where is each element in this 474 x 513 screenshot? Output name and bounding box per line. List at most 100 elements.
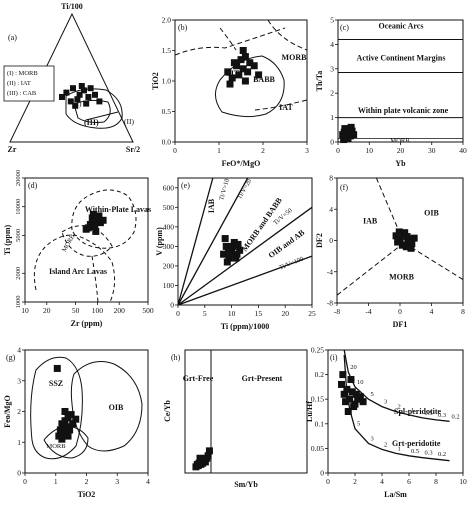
y-tick-label: 0.05 <box>311 444 324 453</box>
data-point <box>99 216 107 224</box>
data-point <box>224 244 232 252</box>
legend-box <box>3 65 55 102</box>
data-point <box>92 227 100 235</box>
data-point <box>342 398 350 406</box>
data-point <box>239 47 247 54</box>
ratio-line-label: Ti/V=10 <box>218 178 231 201</box>
data-point <box>347 123 355 131</box>
panel-f: -8 -4 0 4 8 -8 -4 0 4 8 DF1 DF2 (f) IAB OIB MORB <box>315 174 465 330</box>
data-point <box>87 85 94 92</box>
x-tick-label: 20 <box>43 306 51 315</box>
melt-fraction-label: 1 <box>398 445 401 452</box>
data-point <box>92 91 98 98</box>
x-tick-label: -4 <box>365 307 371 316</box>
data-point <box>229 242 237 250</box>
field-boundary <box>65 88 123 129</box>
melt-fraction-label: 2 <box>398 404 401 411</box>
data-point <box>255 71 263 79</box>
y-tick-label: 2 <box>17 407 21 416</box>
melt-fraction-label: 0.5 <box>411 448 419 455</box>
y-tick-label: 2.0 <box>162 16 172 25</box>
panel-g: 0 1 2 3 4 0 1 2 3 4 TiO2 Feo/MgO (g) SSZ OIB MORB <box>3 346 150 500</box>
panel-e: 0 5 10 15 20 25 0 100 200 300 400 500 600 Ti (ppm)/10… <box>155 177 316 331</box>
x-tick-label: 0 <box>398 307 402 316</box>
panel-label: (f) <box>340 183 348 192</box>
data-point <box>196 454 204 462</box>
y-tick-label: 10000 <box>15 199 22 215</box>
x-tick-label: 1 <box>217 146 221 155</box>
melt-fraction-label: 1 <box>411 407 414 414</box>
data-point <box>405 238 413 246</box>
x-tick-label: 15 <box>255 309 263 318</box>
x-tick-label: 4 <box>430 307 434 316</box>
y-tick-label: 2 <box>330 89 334 98</box>
field-label: (III) <box>84 118 99 127</box>
field-label: MORB <box>282 53 308 62</box>
panel-label: (d) <box>28 181 38 190</box>
field-label: Active Continent Margins <box>357 53 446 62</box>
data-point <box>88 214 96 222</box>
x-tick-label: 20 <box>281 309 289 318</box>
data-point <box>250 62 258 70</box>
panel-label: (a) <box>8 33 17 42</box>
oib-field <box>70 361 143 452</box>
x-tick-label: 10 <box>21 306 29 315</box>
y-tick-label: 0.5 <box>162 107 172 116</box>
field-boundary <box>254 99 308 111</box>
y-tick-label: 5 <box>330 16 334 25</box>
x-tick-label: 25 <box>308 309 316 318</box>
data-point <box>205 447 213 455</box>
melt-fraction-label: 0.2 <box>438 451 446 458</box>
y-tick-label: -4 <box>327 267 333 276</box>
data-point <box>84 224 92 232</box>
x-tick-label: 20 <box>397 146 405 155</box>
x-tick-label: 3 <box>115 477 119 486</box>
field-label: IAB <box>207 198 216 213</box>
data-point <box>340 390 348 398</box>
y-tick-label: 4 <box>17 346 21 355</box>
ratio-line-label: Ti/V=100 <box>278 256 304 272</box>
y-tick-label: 0 <box>329 236 333 245</box>
y-tick-label: 600 <box>163 183 175 192</box>
y-tick-label: 200 <box>163 261 175 270</box>
y-tick-label: 0.2 <box>315 370 325 379</box>
data-point <box>96 98 103 105</box>
data-point <box>67 98 74 105</box>
data-point <box>237 56 245 64</box>
field-label: SSZ <box>49 379 63 388</box>
x-axis-label: DF1 <box>393 320 408 329</box>
plot-frame <box>174 19 308 143</box>
x-tick-label: 4 <box>146 477 150 486</box>
x-tick-label: 2 <box>85 477 89 486</box>
panel-label: (e) <box>181 181 190 190</box>
data-point <box>343 385 351 393</box>
panel-d: 10 20 50 100 200 500 1000 2000 5000 10000 20000 Zr … <box>3 170 154 328</box>
field-label: BABB <box>253 75 275 84</box>
data-point <box>220 250 228 258</box>
panel-label: (i) <box>330 353 338 362</box>
legend-entry: (II) : IAT <box>7 80 31 87</box>
x-tick-label: 100 <box>92 306 104 315</box>
field-label: OIB <box>109 403 124 412</box>
field-boundary <box>91 255 99 303</box>
data-point <box>223 258 231 266</box>
data-point <box>235 71 243 79</box>
data-point <box>95 212 103 220</box>
data-point <box>246 59 254 67</box>
data-point <box>204 452 212 460</box>
x-tick-label: 2 <box>353 477 357 486</box>
data-point <box>201 458 209 466</box>
data-point <box>232 254 240 262</box>
ratio-line <box>177 206 313 306</box>
data-point <box>227 250 235 258</box>
y-tick-label: 400 <box>163 222 175 231</box>
data-point <box>81 87 87 94</box>
y-tick-label: 0 <box>17 469 21 478</box>
y-axis-label: Ce/Yb <box>163 400 172 422</box>
data-point <box>348 127 356 135</box>
panel-i: 0 2 4 6 8 1000.050.10.150.20.25La/SmLu/Hf(i)2… <box>305 346 467 500</box>
x-axis-label: FeO*/MgO <box>222 159 261 168</box>
x-axis-label: Sm/Yb <box>234 480 258 489</box>
data-point <box>66 426 74 434</box>
